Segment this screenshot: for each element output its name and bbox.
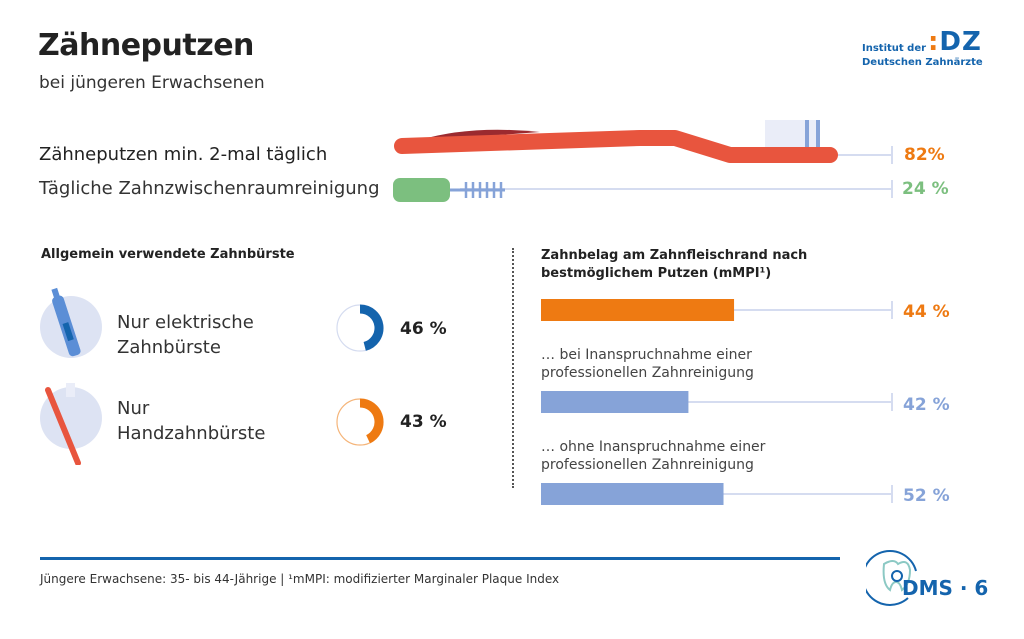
donut-slice [359, 304, 384, 351]
value-label: 52 % [903, 486, 950, 506]
toothbrush-label: Zähneputzen min. 2-mal täglich [39, 144, 328, 165]
idz-mark: :DZ [928, 27, 982, 57]
electric-toothbrush-icon [51, 287, 81, 357]
page-subtitle: bei jüngeren Erwachsenen [39, 73, 265, 93]
value-label: 42 % [903, 395, 950, 415]
bar-label: … bei Inanspruchnahme einer professionell… [541, 347, 754, 381]
interdental-label: Tägliche Zahnzwischenraumreinigung [39, 178, 380, 199]
page-title: Zähneputzen [38, 28, 254, 63]
bar-label: … ohne Inanspruchnahme einer professionel… [541, 439, 766, 473]
section-heading: Allgemein verwendete Zahnbürste [41, 247, 295, 262]
brush-icons [40, 287, 102, 465]
top-illustrations [393, 120, 893, 202]
item-label-manual: Nur Handzahnbürste [117, 398, 266, 444]
footer-rule [40, 557, 840, 560]
interdental-brush-icon [393, 178, 505, 202]
value-label: 24 % [902, 179, 949, 199]
dms6-logo: DMS · 6 [866, 546, 996, 606]
value-label: 46 % [400, 319, 447, 339]
dms6-text: DMS · 6 [902, 576, 989, 600]
section-divider [512, 248, 514, 488]
logo-line1: Institut der [862, 43, 927, 54]
value-label: 82% [904, 145, 945, 165]
bar [541, 299, 735, 321]
plaque-bar-chart [541, 299, 893, 505]
footnote: Jüngere Erwachsene: 35- bis 44-Jährige |… [40, 572, 560, 586]
bar [541, 483, 724, 505]
logo-line2: Deutschen Zahnärzte [862, 57, 983, 68]
item-label-electric: Nur elektrische Zahnbürste [117, 312, 254, 358]
toothbrush-icon [394, 120, 838, 163]
section-heading: Zahnbelag am Zahnfleischrand nach bestmög… [541, 248, 808, 281]
value-label: 43 % [400, 412, 447, 432]
donut-slice [359, 398, 384, 444]
value-label: 44 % [903, 302, 950, 322]
manual-toothbrush-icon [45, 383, 81, 465]
bar [541, 391, 689, 413]
donut-charts [336, 304, 384, 446]
idz-logo: :DZ Institut der Deutschen Zahnärzte [862, 27, 987, 72]
